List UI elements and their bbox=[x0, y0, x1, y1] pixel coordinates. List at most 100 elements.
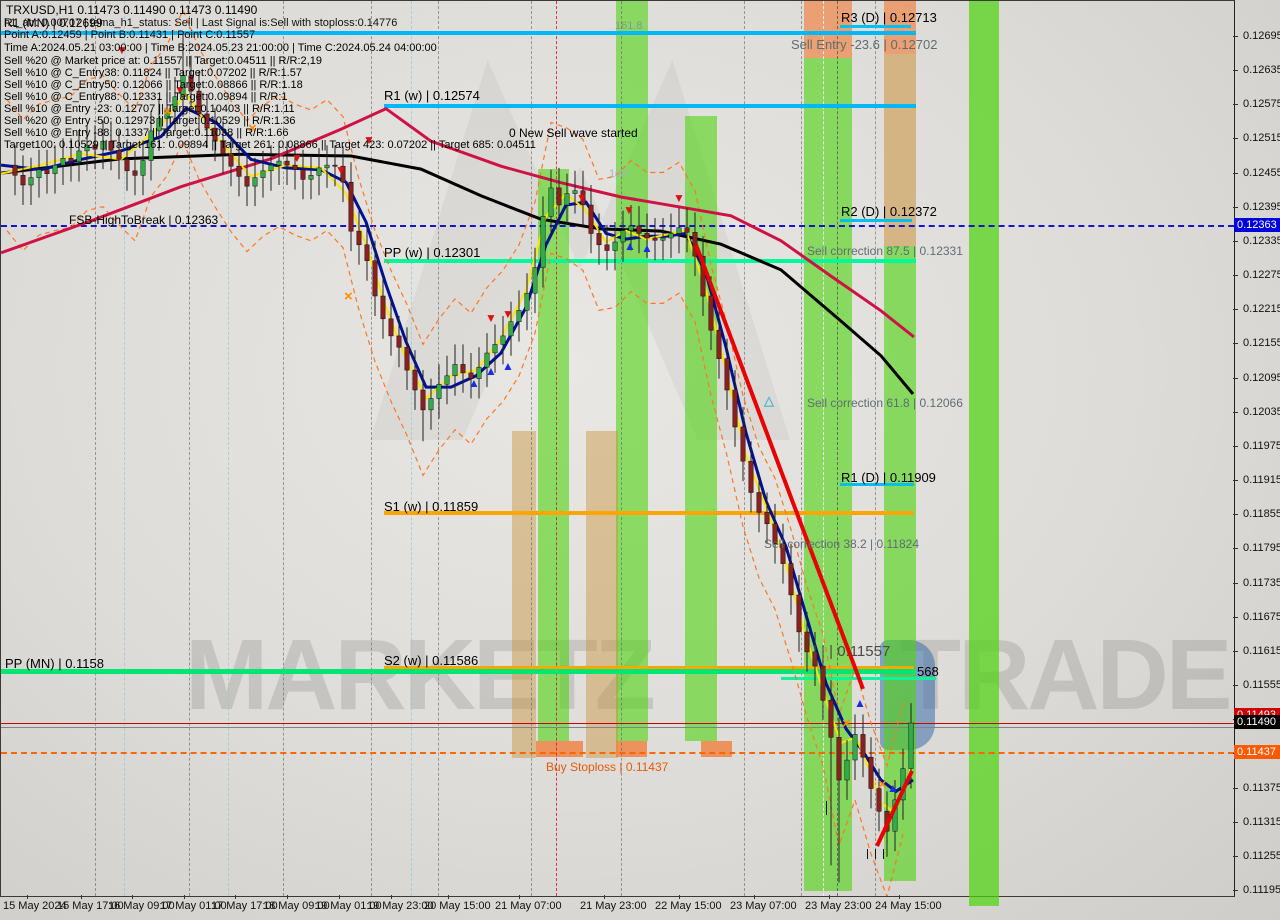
x-axis-label[interactable]: 17 May 17:00 bbox=[211, 900, 278, 912]
x-axis-tick bbox=[519, 895, 520, 899]
candle bbox=[340, 165, 346, 183]
buy-stoploss-label[interactable]: Buy Stoploss | 0.11437 bbox=[546, 760, 669, 774]
candle bbox=[724, 358, 730, 391]
x-axis-label[interactable]: 23 May 23:00 bbox=[805, 900, 872, 912]
header-info-line: Sell %10 @ Entry -23: 0.12707 || Target:… bbox=[4, 103, 295, 115]
r1-daily-label[interactable]: R1 (D) | 0.11909 bbox=[841, 470, 936, 485]
x-axis-label[interactable]: 21 May 23:00 bbox=[580, 900, 647, 912]
candle bbox=[756, 492, 762, 513]
pp-monthly-label[interactable]: PP (MN) | 0.1158 bbox=[5, 656, 104, 671]
y-axis-tick bbox=[1233, 514, 1238, 516]
candle bbox=[684, 227, 690, 233]
candle bbox=[516, 310, 522, 322]
r1-daily-line[interactable] bbox=[840, 482, 914, 486]
y-axis-tick bbox=[1233, 343, 1238, 345]
y-axis-tick bbox=[1233, 240, 1238, 242]
candle bbox=[244, 176, 250, 187]
y-axis-tick bbox=[1233, 480, 1238, 482]
x-axis-label[interactable]: 20 May 15:00 bbox=[424, 900, 491, 912]
candle bbox=[68, 158, 74, 162]
r1-weekly-label[interactable]: R1 (w) | 0.12574 bbox=[384, 88, 480, 103]
y-axis-tick bbox=[1233, 855, 1238, 857]
candle bbox=[820, 665, 826, 701]
fsb-label[interactable]: FSB-HighToBreak | 0.12363 bbox=[69, 213, 219, 227]
r2-daily-label[interactable]: R2 (D) | 0.12372 bbox=[841, 204, 937, 219]
pp-weekly-label[interactable]: PP (w) | 0.12301 bbox=[384, 245, 481, 260]
y-axis-label: 0.11615 bbox=[1243, 644, 1280, 657]
sell-corr-382-label[interactable]: Sell correction 38.2 | 0.11824 bbox=[764, 537, 919, 551]
x-axis-label[interactable]: 18 May 09:00 bbox=[263, 900, 330, 912]
grid-vline bbox=[189, 1, 190, 896]
candle bbox=[100, 140, 106, 150]
s1-weekly-label[interactable]: S1 (w) | 0.11859 bbox=[384, 499, 479, 514]
s2-weekly-label[interactable]: S2 (w) | 0.11586 bbox=[384, 653, 479, 668]
sell-entry-line[interactable] bbox=[1, 31, 916, 35]
header-info-line: Point A:0.12459 | Point B:0.11431 | Poin… bbox=[4, 29, 256, 41]
x-axis-label[interactable]: 17 May 01:00 bbox=[160, 900, 227, 912]
y-axis-label: 0.12455 bbox=[1243, 166, 1280, 179]
ma-black bbox=[1, 152, 915, 395]
fib-100-label[interactable]: 100 bbox=[609, 168, 628, 180]
candle bbox=[860, 734, 866, 758]
chart-plot-area[interactable]: ▼ ▼ ▼ ▼ ▼ ▼ ▼ ▼ ▼ ▼ ▲ ▲ ▲ ▲ ▲ ▲ ▲ × × × × × △ R3 (D) | 0.12713 S… bbox=[0, 0, 1235, 906]
buy-stoploss-line-line[interactable] bbox=[1, 752, 1234, 755]
candle bbox=[12, 164, 18, 176]
y-axis-tick bbox=[1233, 685, 1238, 687]
s1-weekly-line[interactable] bbox=[384, 510, 914, 515]
s2-weekly-line[interactable] bbox=[384, 666, 914, 671]
sell-entry-label[interactable]: Sell Entry -23.6 | 0.12702 bbox=[791, 37, 938, 52]
y-axis-tick bbox=[1233, 616, 1238, 618]
x-axis-label[interactable]: 23 May 07:00 bbox=[730, 900, 797, 912]
r3-daily-line[interactable] bbox=[840, 25, 911, 29]
x-axis-tick bbox=[829, 895, 830, 899]
r1-weekly-line[interactable] bbox=[384, 103, 916, 108]
x-axis-label[interactable]: 15 May 17:00 bbox=[57, 900, 124, 912]
candle bbox=[412, 369, 418, 391]
price-series-layer bbox=[1, 8, 915, 896]
candle bbox=[564, 193, 570, 206]
candle bbox=[172, 96, 178, 111]
x-axis-label[interactable]: 24 May 15:00 bbox=[875, 900, 942, 912]
r3-daily-label[interactable]: R3 (D) | 0.12713 bbox=[841, 10, 937, 25]
bid-line-line[interactable] bbox=[1, 722, 1234, 724]
time-c-marker-line bbox=[837, 1, 838, 896]
pp-weekly-line[interactable] bbox=[384, 259, 916, 264]
candle bbox=[868, 756, 874, 789]
candle bbox=[356, 230, 362, 246]
fib-161-label[interactable]: 161.8 bbox=[615, 20, 643, 32]
sell-corr-618-label[interactable]: Sell correction 61.8 | 0.12066 bbox=[807, 396, 963, 410]
entry-x-icon: × bbox=[878, 776, 887, 793]
candle bbox=[908, 722, 914, 769]
y-axis-label: 0.12095 bbox=[1243, 371, 1280, 384]
x-axis-label[interactable]: 19 May 23:00 bbox=[367, 900, 434, 912]
sell-signal-arrow-icon: ▼ bbox=[673, 191, 685, 205]
candle bbox=[852, 734, 858, 761]
x-axis-label[interactable]: 19 May 01:00 bbox=[315, 900, 382, 912]
sell-corr-875-label[interactable]: Sell correction 87.5 | 0.12331 bbox=[807, 244, 963, 258]
candle bbox=[396, 335, 402, 348]
y-axis-label: 0.12035 bbox=[1243, 405, 1280, 418]
entry-x-icon: × bbox=[344, 288, 353, 305]
pp-monthly-line[interactable] bbox=[1, 669, 916, 675]
x-axis-label[interactable]: 15 May 2024 bbox=[3, 900, 67, 912]
x-axis-label[interactable]: 22 May 15:00 bbox=[655, 900, 722, 912]
candle bbox=[540, 216, 546, 268]
price-11557-label[interactable]: | | | 0.11557 bbox=[813, 643, 891, 660]
candle bbox=[124, 159, 130, 172]
sell-wave-label[interactable]: 0 New Sell wave started bbox=[509, 126, 638, 140]
r2-daily-line[interactable] bbox=[840, 219, 912, 223]
header-info-line: Sell %20 @ Market price at: 0.11557 || T… bbox=[4, 55, 322, 67]
x-axis-label[interactable]: 21 May 07:00 bbox=[495, 900, 562, 912]
fsb-high-to-break-line[interactable] bbox=[1, 225, 1234, 228]
candle bbox=[204, 113, 210, 129]
x-axis-label[interactable]: 16 May 09:00 bbox=[108, 900, 175, 912]
header-info-line: Target100: 0.10529 || Target 161: 0.0989… bbox=[4, 139, 536, 151]
s-daily-568-label[interactable]: 568 bbox=[917, 664, 939, 679]
candle bbox=[620, 230, 626, 243]
header-info-line: Sell %10 @ C_Entry50: 0.12066 || Target:… bbox=[4, 79, 303, 91]
indicator-gray-line-line[interactable] bbox=[1, 727, 1234, 729]
buy-signal-arrow-icon: ▲ bbox=[485, 364, 497, 378]
x-axis-tick bbox=[339, 895, 340, 899]
x-axis-tick bbox=[604, 895, 605, 899]
